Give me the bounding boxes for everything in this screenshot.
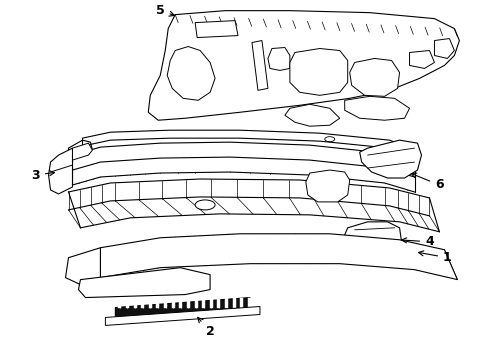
Polygon shape <box>252 41 268 90</box>
Polygon shape <box>105 306 260 325</box>
Polygon shape <box>115 298 250 318</box>
Polygon shape <box>73 142 415 192</box>
Polygon shape <box>410 50 435 68</box>
Ellipse shape <box>364 234 380 250</box>
Polygon shape <box>126 298 129 307</box>
Polygon shape <box>225 298 228 307</box>
Polygon shape <box>156 298 159 307</box>
Polygon shape <box>100 234 457 280</box>
Polygon shape <box>187 298 190 307</box>
Polygon shape <box>210 298 213 307</box>
Text: 4: 4 <box>402 235 434 248</box>
Polygon shape <box>134 298 137 307</box>
Polygon shape <box>172 298 175 307</box>
Polygon shape <box>66 248 100 285</box>
Text: 5: 5 <box>156 4 174 17</box>
Text: 3: 3 <box>31 168 54 181</box>
Ellipse shape <box>270 28 274 32</box>
Polygon shape <box>360 140 421 178</box>
Polygon shape <box>69 140 93 162</box>
Polygon shape <box>241 298 244 307</box>
Text: 2: 2 <box>198 318 215 338</box>
Ellipse shape <box>321 181 335 195</box>
Polygon shape <box>49 148 73 194</box>
Polygon shape <box>149 298 152 307</box>
Polygon shape <box>435 39 454 58</box>
Polygon shape <box>164 298 167 307</box>
Polygon shape <box>233 298 236 307</box>
Polygon shape <box>78 268 210 298</box>
Polygon shape <box>202 298 205 307</box>
Ellipse shape <box>195 200 215 210</box>
Polygon shape <box>285 104 340 126</box>
Polygon shape <box>141 298 144 307</box>
Polygon shape <box>119 298 122 307</box>
Polygon shape <box>148 11 460 120</box>
Polygon shape <box>73 143 93 160</box>
Polygon shape <box>195 21 238 37</box>
Polygon shape <box>306 170 350 202</box>
Polygon shape <box>290 49 348 95</box>
Polygon shape <box>248 298 251 307</box>
Polygon shape <box>179 298 182 307</box>
Polygon shape <box>345 96 410 120</box>
Polygon shape <box>342 222 401 262</box>
Polygon shape <box>350 58 399 96</box>
Ellipse shape <box>325 137 335 141</box>
Text: 1: 1 <box>418 251 452 264</box>
Ellipse shape <box>257 25 263 30</box>
Polygon shape <box>218 298 220 307</box>
Text: 6: 6 <box>411 173 444 192</box>
Ellipse shape <box>372 258 387 266</box>
Polygon shape <box>167 46 215 100</box>
Polygon shape <box>195 298 197 307</box>
Polygon shape <box>268 48 290 71</box>
